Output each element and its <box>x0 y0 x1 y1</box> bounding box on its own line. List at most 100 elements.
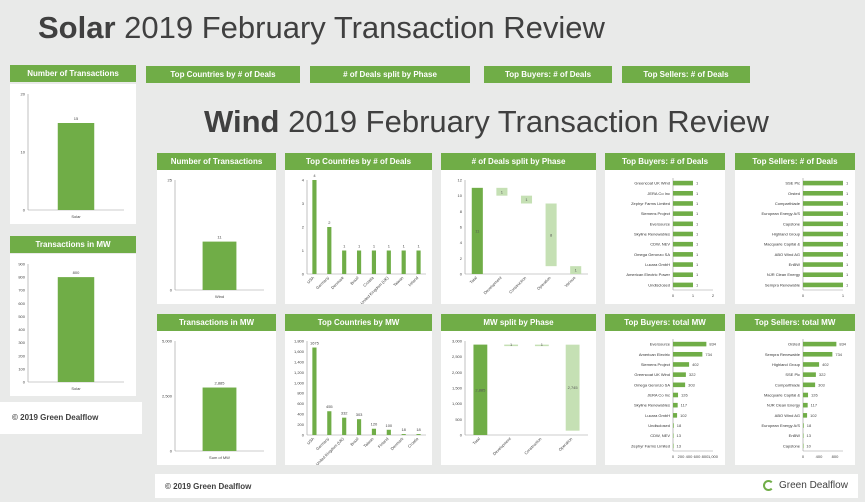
data-label: 1 <box>846 191 849 196</box>
y-tick-label: Zephyr Farms Limited <box>631 443 670 448</box>
data-label: 2,885 <box>214 381 225 386</box>
bar <box>803 362 820 367</box>
y-tick-label: European Energy A/S <box>762 211 801 216</box>
y-tick-label: 2 <box>302 225 305 230</box>
data-label: 1675 <box>310 341 320 346</box>
bar <box>57 277 95 382</box>
solar-header-sellers: Top Sellers: # of Deals <box>622 66 750 83</box>
bar <box>673 190 693 196</box>
wind-sellers-panel: 0 1 SSE Plc 1 Orsted 1 Comparthiade 1 European E… <box>735 170 855 304</box>
waterfall-bar <box>504 344 519 347</box>
y-tick-label: 400 <box>18 327 25 332</box>
y-tick-label: 3 <box>302 201 305 206</box>
data-label: 10 <box>806 443 811 448</box>
y-tick-label: 0 <box>23 380 26 385</box>
data-label: 322 <box>819 372 826 377</box>
wind-phase-panel: 0 2 4 6 8 10 12 11 Total 1 Development 1 Constructio… <box>441 170 596 304</box>
bar <box>202 241 237 290</box>
bar <box>416 250 421 274</box>
data-label: 11 <box>217 235 222 240</box>
bar <box>803 252 843 257</box>
solar-header-mw: Transactions in MW <box>10 236 136 253</box>
bar <box>386 429 391 435</box>
y-tick-label: Undisclosed <box>648 423 670 428</box>
bar <box>803 413 808 418</box>
wind-header-buyers-mw: Top Buyers: total MW <box>605 314 725 331</box>
x-tick-label: Total <box>468 275 478 285</box>
solar-header-buyers: Top Buyers: # of Deals <box>484 66 612 83</box>
y-tick-label: ABO Wind AG <box>775 252 800 257</box>
bar <box>803 351 833 357</box>
y-tick-label: Greencoat UK Wind <box>634 372 670 377</box>
y-tick-label: 1,200 <box>294 370 305 375</box>
data-label: 1 <box>696 232 699 237</box>
x-tick-label: 0 <box>672 454 675 459</box>
data-label: 13 <box>677 443 682 448</box>
x-tick-label: Operation <box>557 436 573 452</box>
bar <box>356 419 362 435</box>
wind-footer-bar <box>155 474 858 498</box>
wind-header-count: Number of Transactions <box>157 153 276 170</box>
y-tick-label: 12 <box>458 178 463 183</box>
y-tick-label: 0 <box>302 433 305 438</box>
bar <box>673 231 693 237</box>
bar <box>803 231 843 237</box>
y-tick-label: ABO Wind AG <box>775 413 800 418</box>
y-tick-label: SSE Plc <box>785 372 800 377</box>
bar <box>803 241 843 247</box>
data-label: 1 <box>373 244 376 249</box>
solar-header-count: Number of Transactions <box>10 65 136 82</box>
bar <box>803 402 808 408</box>
data-label: 1 <box>525 197 528 202</box>
data-label: 18 <box>677 423 682 428</box>
waterfall-bar <box>471 187 483 274</box>
x-tick-label: Construction <box>523 436 542 455</box>
y-tick-label: Siemens Project <box>641 362 671 367</box>
bar <box>803 190 843 196</box>
x-tick-label: 0 <box>672 293 675 298</box>
y-tick-label: 500 <box>455 417 462 422</box>
data-label: 834 <box>709 342 716 347</box>
y-tick-label: 20 <box>21 92 26 97</box>
bar <box>673 241 693 247</box>
data-label: 1 <box>696 201 699 206</box>
bar <box>673 362 690 367</box>
data-label: 126 <box>811 393 818 398</box>
bar <box>673 180 693 186</box>
y-tick-label: 0 <box>460 272 463 277</box>
bar <box>312 347 317 435</box>
wind-phase-mw-chart: 0 500 1,000 1,500 2,000 2,500 3,000 2,885 Total 1… <box>452 339 588 456</box>
bar <box>673 252 693 257</box>
data-label: 1 <box>696 221 699 226</box>
data-label: 1 <box>846 232 849 237</box>
x-tick-label: USA <box>306 436 316 446</box>
y-tick-label: CDW, NEV <box>650 242 670 247</box>
bar <box>371 250 377 274</box>
y-tick-label: 0 <box>23 208 26 213</box>
bar <box>803 443 804 449</box>
y-tick-label: 200 <box>18 353 25 358</box>
y-tick-label: 4 <box>302 178 305 183</box>
x-tick-label: 800 <box>702 454 709 459</box>
bar <box>803 423 804 428</box>
y-tick-label: 0 <box>170 288 173 293</box>
wind-sellers-mw-chart: 0 400 800 Orsted 834 Sempra Renewable 734 Highl… <box>762 339 847 459</box>
y-tick-label: 4 <box>460 240 463 245</box>
bar <box>673 443 674 449</box>
x-tick-label: United Kingdom (UK) <box>359 275 390 304</box>
data-label: 1 <box>846 252 849 257</box>
data-label: 1 <box>696 252 699 257</box>
bar <box>342 417 347 435</box>
bar <box>803 221 843 227</box>
y-tick-label: 900 <box>18 262 25 267</box>
data-label: 2 <box>328 220 331 225</box>
y-tick-label: NJR Clean Energy <box>767 272 800 277</box>
data-label: 303 <box>688 382 695 387</box>
data-label: 4 <box>313 173 316 178</box>
bar <box>673 433 674 439</box>
waterfall-bar <box>534 344 549 347</box>
y-tick-label: Highland Group <box>772 362 801 367</box>
data-label: 13 <box>807 433 812 438</box>
bar <box>401 434 406 435</box>
x-tick-label: Taiwan <box>362 436 374 448</box>
